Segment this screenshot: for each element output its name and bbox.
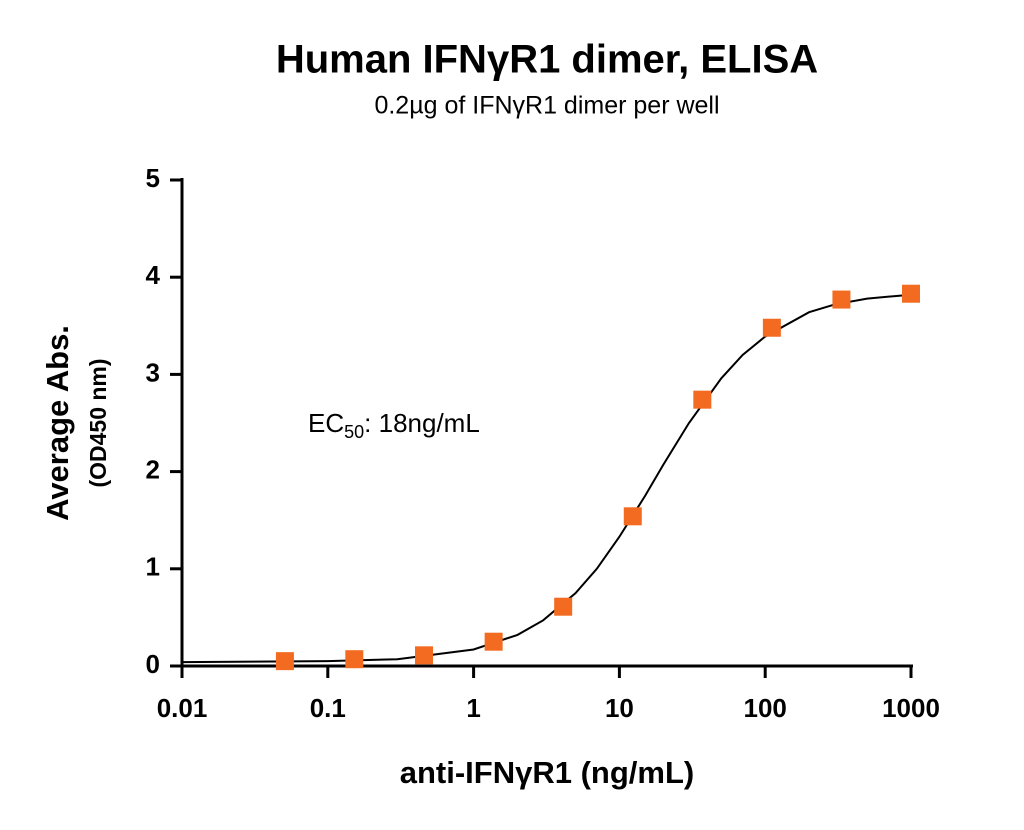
- data-point: [693, 390, 712, 409]
- x-tick-label: 1000: [882, 693, 940, 723]
- annotation: EC50: 18ng/mL: [308, 408, 480, 442]
- x-tick-label: 100: [744, 693, 787, 723]
- chart-title: Human IFNγR1 dimer, ELISA: [276, 38, 818, 82]
- annotation-text: EC: [308, 408, 344, 438]
- data-point: [275, 652, 294, 671]
- y-tick-label: 3: [146, 357, 160, 387]
- chart-subtitle: 0.2µg of IFNγR1 dimer per well: [374, 92, 719, 120]
- data-point: [902, 284, 920, 303]
- x-tick-label: 10: [605, 693, 634, 723]
- data-point: [484, 632, 503, 651]
- y-tick-label: 4: [146, 260, 161, 290]
- data-point: [832, 290, 851, 309]
- data-point: [345, 650, 364, 669]
- y-tick-label: 2: [146, 454, 160, 484]
- data-point: [762, 318, 781, 337]
- fit-curve: [181, 293, 912, 664]
- x-axis-label: anti-IFNγR1 (ng/mL): [400, 755, 695, 790]
- x-tick-label: 0.01: [157, 693, 208, 723]
- y-tick-label: 5: [146, 163, 160, 193]
- data-point: [554, 597, 573, 616]
- y-axis-label: Average Abs.: [40, 325, 75, 521]
- x-tick-label: 0.1: [310, 693, 346, 723]
- y-axis-sublabel: (OD450 nm): [85, 358, 111, 487]
- x-tick-label: 1: [466, 693, 480, 723]
- annotation-rest: : 18ng/mL: [364, 408, 480, 438]
- y-tick-label: 1: [146, 552, 160, 582]
- annotation-subscript: 50: [344, 422, 364, 442]
- y-tick-label: 0: [146, 649, 160, 679]
- data-point: [623, 507, 642, 526]
- data-point: [415, 646, 434, 665]
